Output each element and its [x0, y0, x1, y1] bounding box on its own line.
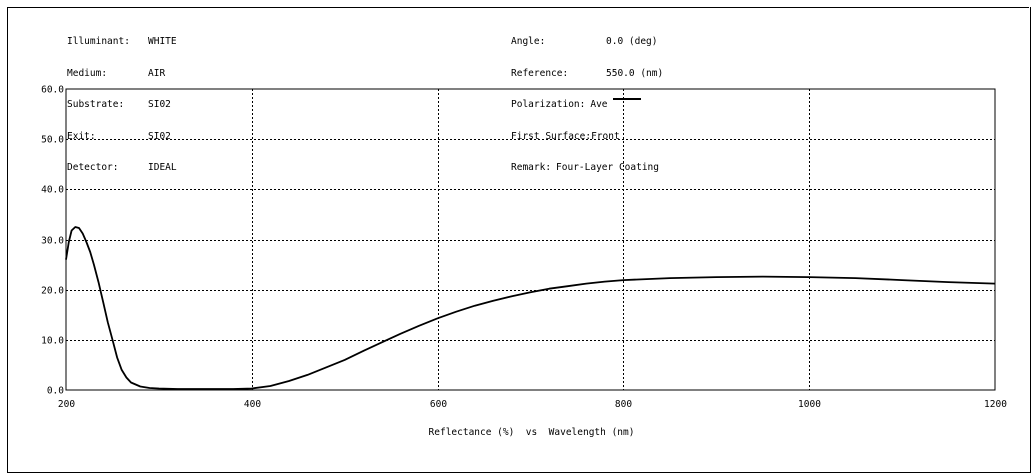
- param-row-first-surface: First Surface: Front: [511, 130, 663, 143]
- frame-bottom-edge: [7, 472, 1031, 473]
- plot-area-border: [65, 88, 996, 391]
- param-row-angle: Angle: 0.0 (deg): [511, 36, 663, 48]
- y-tick-label: 60.0: [41, 85, 64, 96]
- param-key: Reference:: [511, 67, 569, 79]
- param-row-remark: Remark: Four-Layer Coating: [511, 162, 663, 174]
- param-value: Ave: [590, 99, 608, 110]
- param-value: 550.0 (nm): [606, 67, 664, 79]
- y-tick-label: 40.0: [41, 185, 64, 196]
- param-value: SI02: [148, 130, 171, 142]
- param-value: 0.0 (deg): [606, 36, 658, 47]
- param-row-medium: Medium: AIR: [67, 67, 177, 80]
- x-tick-label: 1000: [798, 399, 821, 410]
- param-value: Four-Layer Coating: [556, 162, 659, 173]
- param-row-substrate: Substrate: SI02: [67, 99, 177, 111]
- x-tick-label: 800: [615, 399, 632, 410]
- y-tick-label: 10.0: [41, 336, 64, 347]
- param-row-exit: Exit: SI02: [67, 130, 177, 143]
- param-key: Exit:: [67, 130, 96, 142]
- grid-lines: [66, 89, 995, 390]
- plot-window-frame: [7, 7, 1029, 473]
- x-axis-label: Reflectance (%) vs Wavelength (nm): [429, 427, 635, 438]
- param-row-detector: Detector: IDEAL: [67, 162, 177, 174]
- param-row-illuminant: Illuminant: WHITE: [67, 36, 177, 48]
- series-line-ave: [65, 226, 996, 390]
- y-tick-label: 30.0: [41, 236, 64, 247]
- x-tick-label: 400: [244, 399, 261, 410]
- x-tick-label: 1200: [984, 399, 1007, 410]
- param-value: SI02: [148, 99, 171, 110]
- axis-ticks: 0.0 10.0 20.0 30.0 40.0 50.0 60.0 200 400 600 800 1…: [41, 85, 1007, 411]
- y-tick-label: 20.0: [41, 286, 64, 297]
- y-tick-label: 50.0: [41, 135, 64, 146]
- param-value: WHITE: [148, 36, 177, 47]
- param-key: Substrate:: [67, 99, 125, 110]
- param-key: Detector:: [67, 162, 119, 173]
- param-row-reference: Reference: 550.0 (nm): [511, 67, 664, 80]
- parameters-right: Angle: 0.0 (deg) Reference: 550.0 (nm) Pol…: [511, 16, 663, 184]
- frame-right-edge: [1030, 7, 1031, 472]
- param-value: Front: [591, 130, 620, 142]
- param-key: First Surface:: [511, 130, 592, 142]
- series-layer: [65, 226, 996, 390]
- param-value: AIR: [148, 67, 166, 79]
- y-tick-label: 0.0: [47, 386, 64, 397]
- legend-line-swatch: [612, 98, 641, 100]
- param-value: IDEAL: [148, 162, 177, 173]
- param-key: Polarization:: [511, 99, 586, 110]
- x-tick-label: 600: [430, 399, 447, 410]
- param-key: Illuminant:: [67, 36, 130, 47]
- param-key: Angle:: [511, 36, 546, 47]
- parameters-left: Illuminant: WHITE Medium: AIR Substrate: SI…: [67, 16, 177, 184]
- x-tick-label: 200: [58, 399, 75, 410]
- param-key: Remark:: [511, 162, 552, 173]
- param-key: Medium:: [67, 67, 108, 79]
- param-row-polarization: Polarization: Ave: [511, 98, 663, 111]
